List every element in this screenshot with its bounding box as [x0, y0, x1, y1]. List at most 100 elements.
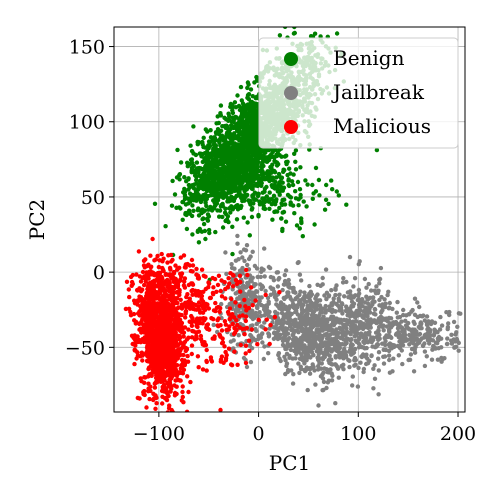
- data-point: [410, 307, 415, 313]
- data-point: [336, 375, 341, 380]
- data-point: [277, 335, 283, 341]
- data-point: [280, 342, 286, 348]
- data-point: [286, 281, 292, 287]
- data-point: [208, 186, 214, 192]
- data-point: [417, 304, 422, 310]
- data-point: [240, 151, 245, 156]
- data-point: [199, 229, 205, 234]
- data-point: [244, 157, 249, 162]
- data-point: [223, 211, 229, 217]
- data-point: [175, 377, 180, 383]
- data-point: [276, 181, 282, 187]
- data-point: [452, 345, 457, 350]
- data-point: [252, 139, 258, 145]
- data-point: [344, 337, 350, 342]
- data-point: [293, 167, 299, 172]
- data-point: [258, 282, 263, 287]
- data-point: [412, 321, 417, 326]
- data-point: [247, 138, 252, 143]
- data-point: [228, 101, 233, 107]
- data-point: [220, 154, 226, 159]
- data-point: [244, 285, 249, 290]
- data-point: [303, 316, 308, 321]
- data-point: [152, 385, 158, 390]
- data-point: [203, 127, 208, 132]
- data-point: [320, 376, 326, 381]
- data-point: [262, 155, 267, 161]
- data-point: [334, 316, 339, 321]
- data-point: [298, 313, 303, 318]
- data-point: [290, 381, 296, 386]
- data-point: [415, 300, 420, 305]
- data-point: [311, 352, 316, 358]
- data-point: [167, 366, 172, 372]
- data-point: [347, 318, 352, 323]
- data-point: [361, 369, 366, 375]
- data-point: [270, 217, 275, 222]
- data-point: [426, 319, 431, 325]
- data-point: [215, 191, 220, 196]
- data-point: [297, 292, 302, 298]
- data-point: [304, 204, 309, 209]
- data-point: [217, 140, 222, 145]
- data-point: [215, 182, 221, 188]
- data-point: [401, 339, 406, 344]
- data-point: [218, 136, 223, 142]
- data-point: [269, 166, 274, 171]
- data-point: [273, 179, 278, 185]
- data-point: [228, 166, 233, 171]
- data-point: [320, 282, 325, 287]
- data-point: [446, 321, 451, 326]
- data-point: [277, 189, 282, 194]
- data-point: [272, 155, 277, 160]
- data-point: [203, 236, 208, 242]
- data-point: [160, 362, 165, 367]
- data-point: [182, 192, 188, 198]
- data-point: [220, 214, 225, 220]
- data-point: [300, 322, 305, 327]
- data-point: [282, 332, 288, 337]
- data-point: [206, 175, 211, 180]
- data-point: [401, 312, 406, 318]
- data-point: [311, 345, 316, 351]
- data-point: [439, 323, 445, 328]
- data-point: [238, 84, 244, 90]
- data-point: [234, 217, 240, 222]
- data-point: [227, 135, 232, 140]
- data-point: [364, 285, 369, 290]
- data-point: [323, 197, 329, 202]
- data-point: [191, 163, 196, 169]
- data-point: [229, 125, 234, 130]
- data-point: [386, 342, 391, 347]
- data-point: [442, 356, 447, 361]
- data-point: [230, 115, 235, 120]
- data-point: [401, 307, 406, 313]
- data-point: [289, 368, 294, 373]
- data-point: [132, 361, 137, 367]
- data-point: [342, 348, 347, 353]
- data-point: [304, 335, 309, 340]
- data-point: [208, 128, 213, 133]
- data-point: [190, 203, 195, 208]
- data-point: [224, 271, 229, 277]
- data-point: [288, 322, 293, 327]
- data-point: [297, 300, 303, 306]
- data-point: [290, 182, 296, 188]
- data-point: [178, 206, 183, 211]
- data-point: [153, 406, 158, 411]
- data-point: [276, 351, 282, 356]
- data-point: [348, 338, 353, 343]
- data-point: [477, 328, 481, 332]
- data-point: [346, 295, 351, 300]
- data-point: [217, 178, 222, 183]
- data-point: [300, 357, 305, 363]
- data-point: [309, 320, 315, 325]
- data-point: [222, 136, 228, 141]
- data-point: [407, 342, 412, 347]
- data-point: [189, 213, 195, 219]
- data-point: [421, 313, 426, 318]
- data-point: [262, 206, 268, 212]
- data-point: [395, 315, 400, 320]
- data-point: [348, 324, 354, 329]
- data-point: [158, 415, 162, 419]
